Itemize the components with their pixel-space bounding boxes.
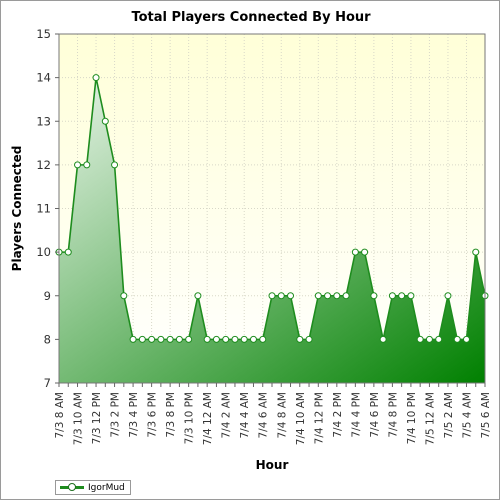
x-tick-label: 7/3 10 PM bbox=[184, 392, 196, 444]
data-point bbox=[129, 335, 137, 343]
x-tick-label: 7/4 8 AM bbox=[276, 392, 288, 439]
data-point bbox=[185, 335, 193, 343]
data-point bbox=[249, 335, 257, 343]
data-point bbox=[148, 335, 156, 343]
x-tick-label: 7/4 6 AM bbox=[258, 392, 270, 439]
data-point bbox=[277, 292, 285, 300]
x-tick-label: 7/5 4 AM bbox=[461, 392, 473, 439]
x-tick-label: 7/4 8 PM bbox=[387, 392, 399, 438]
data-point bbox=[92, 74, 100, 82]
data-point bbox=[370, 292, 378, 300]
x-tick-label: 7/3 8 AM bbox=[54, 392, 66, 439]
data-point bbox=[287, 292, 295, 300]
x-tick-label: 7/4 12 AM bbox=[202, 392, 214, 445]
x-tick-label: 7/3 10 AM bbox=[73, 392, 85, 445]
data-point bbox=[111, 161, 119, 169]
data-point bbox=[175, 335, 183, 343]
data-point bbox=[231, 335, 239, 343]
x-tick-label: 7/3 8 PM bbox=[165, 392, 177, 438]
data-point bbox=[259, 335, 267, 343]
x-tick-label: 7/5 6 AM bbox=[480, 392, 492, 439]
data-point bbox=[472, 248, 480, 256]
legend-label: IgorMud bbox=[88, 482, 125, 493]
x-tick-label: 7/4 6 PM bbox=[369, 392, 381, 438]
data-point bbox=[379, 335, 387, 343]
x-tick-label: 7/4 2 PM bbox=[332, 392, 344, 438]
data-point bbox=[120, 292, 128, 300]
x-tick-label: 7/4 10 AM bbox=[295, 392, 307, 445]
data-point bbox=[194, 292, 202, 300]
y-tick-label: 13 bbox=[36, 114, 51, 128]
data-point bbox=[314, 292, 322, 300]
legend-swatch bbox=[60, 483, 84, 492]
x-tick-label: 7/3 12 PM bbox=[91, 392, 103, 444]
data-point bbox=[462, 335, 470, 343]
x-tick-label: 7/3 6 PM bbox=[147, 392, 159, 438]
x-tick-label: 7/3 4 PM bbox=[128, 392, 140, 438]
y-tick-label: 10 bbox=[36, 245, 51, 259]
data-point bbox=[435, 335, 443, 343]
x-tick-label: 7/4 2 AM bbox=[221, 392, 233, 439]
data-point bbox=[398, 292, 406, 300]
x-tick-label: 7/5 2 AM bbox=[443, 392, 455, 439]
data-point bbox=[222, 335, 230, 343]
data-point bbox=[268, 292, 276, 300]
data-point bbox=[101, 117, 109, 125]
x-tick-label: 7/4 4 PM bbox=[350, 392, 362, 438]
x-axis: 7/3 8 AM 7/3 10 AM 7/3 12 PM 7/3 2 PM 7/3 4 … bbox=[54, 383, 492, 445]
y-tick-label: 8 bbox=[44, 332, 51, 346]
data-point bbox=[324, 292, 332, 300]
data-point bbox=[138, 335, 146, 343]
data-point bbox=[296, 335, 304, 343]
data-point bbox=[425, 335, 433, 343]
y-tick-label: 15 bbox=[36, 27, 51, 41]
x-tick-label: 7/3 2 PM bbox=[110, 392, 122, 438]
series-area bbox=[59, 77, 485, 383]
x-tick-label: 7/4 4 AM bbox=[239, 392, 251, 439]
data-point bbox=[388, 292, 396, 300]
data-point bbox=[416, 335, 424, 343]
data-point bbox=[74, 161, 82, 169]
x-axis-label: Hour bbox=[256, 458, 289, 472]
data-point bbox=[333, 292, 341, 300]
legend-swatch-marker bbox=[68, 483, 76, 491]
x-tick-label: 7/5 12 AM bbox=[424, 392, 436, 445]
legend: IgorMud bbox=[55, 480, 131, 495]
data-point bbox=[351, 248, 359, 256]
data-point bbox=[166, 335, 174, 343]
data-point bbox=[407, 292, 415, 300]
data-point bbox=[444, 292, 452, 300]
y-tick-label: 12 bbox=[36, 158, 51, 172]
x-tick-label: 7/4 10 PM bbox=[406, 392, 418, 444]
data-point bbox=[157, 335, 165, 343]
y-tick-label: 14 bbox=[36, 71, 51, 85]
y-tick-label: 7 bbox=[44, 376, 51, 390]
chart-title: Total Players Connected By Hour bbox=[131, 10, 371, 25]
data-point bbox=[203, 335, 211, 343]
y-tick-label: 9 bbox=[44, 289, 51, 303]
data-point bbox=[453, 335, 461, 343]
data-point bbox=[64, 248, 72, 256]
y-axis-label: Players Connected bbox=[10, 146, 24, 272]
x-tick-label: 7/4 12 PM bbox=[313, 392, 325, 444]
data-point bbox=[83, 161, 91, 169]
data-point bbox=[342, 292, 350, 300]
data-point bbox=[361, 248, 369, 256]
y-axis: 7 8 9 10 11 12 13 14 15 bbox=[36, 27, 59, 390]
y-tick-label: 11 bbox=[36, 202, 51, 216]
data-point bbox=[305, 335, 313, 343]
data-point bbox=[212, 335, 220, 343]
data-point bbox=[240, 335, 248, 343]
